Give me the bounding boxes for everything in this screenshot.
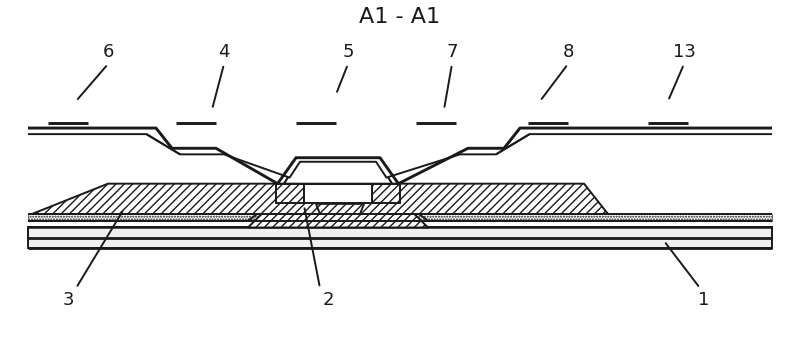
Polygon shape: [372, 184, 400, 203]
Text: 2: 2: [322, 291, 334, 309]
Polygon shape: [276, 184, 304, 203]
Text: 6: 6: [102, 43, 114, 61]
Text: 7: 7: [446, 43, 458, 61]
Text: 8: 8: [562, 43, 574, 61]
Text: A1 - A1: A1 - A1: [359, 7, 441, 27]
Polygon shape: [32, 184, 320, 214]
Polygon shape: [28, 214, 772, 221]
Polygon shape: [284, 158, 392, 184]
Text: 13: 13: [673, 43, 695, 61]
Polygon shape: [248, 204, 428, 227]
Polygon shape: [360, 184, 608, 214]
Polygon shape: [28, 128, 772, 184]
Text: 4: 4: [218, 43, 230, 61]
Polygon shape: [28, 227, 772, 248]
Text: 3: 3: [62, 291, 74, 309]
Text: 1: 1: [698, 291, 710, 309]
Polygon shape: [304, 184, 372, 203]
Text: 5: 5: [342, 43, 354, 61]
